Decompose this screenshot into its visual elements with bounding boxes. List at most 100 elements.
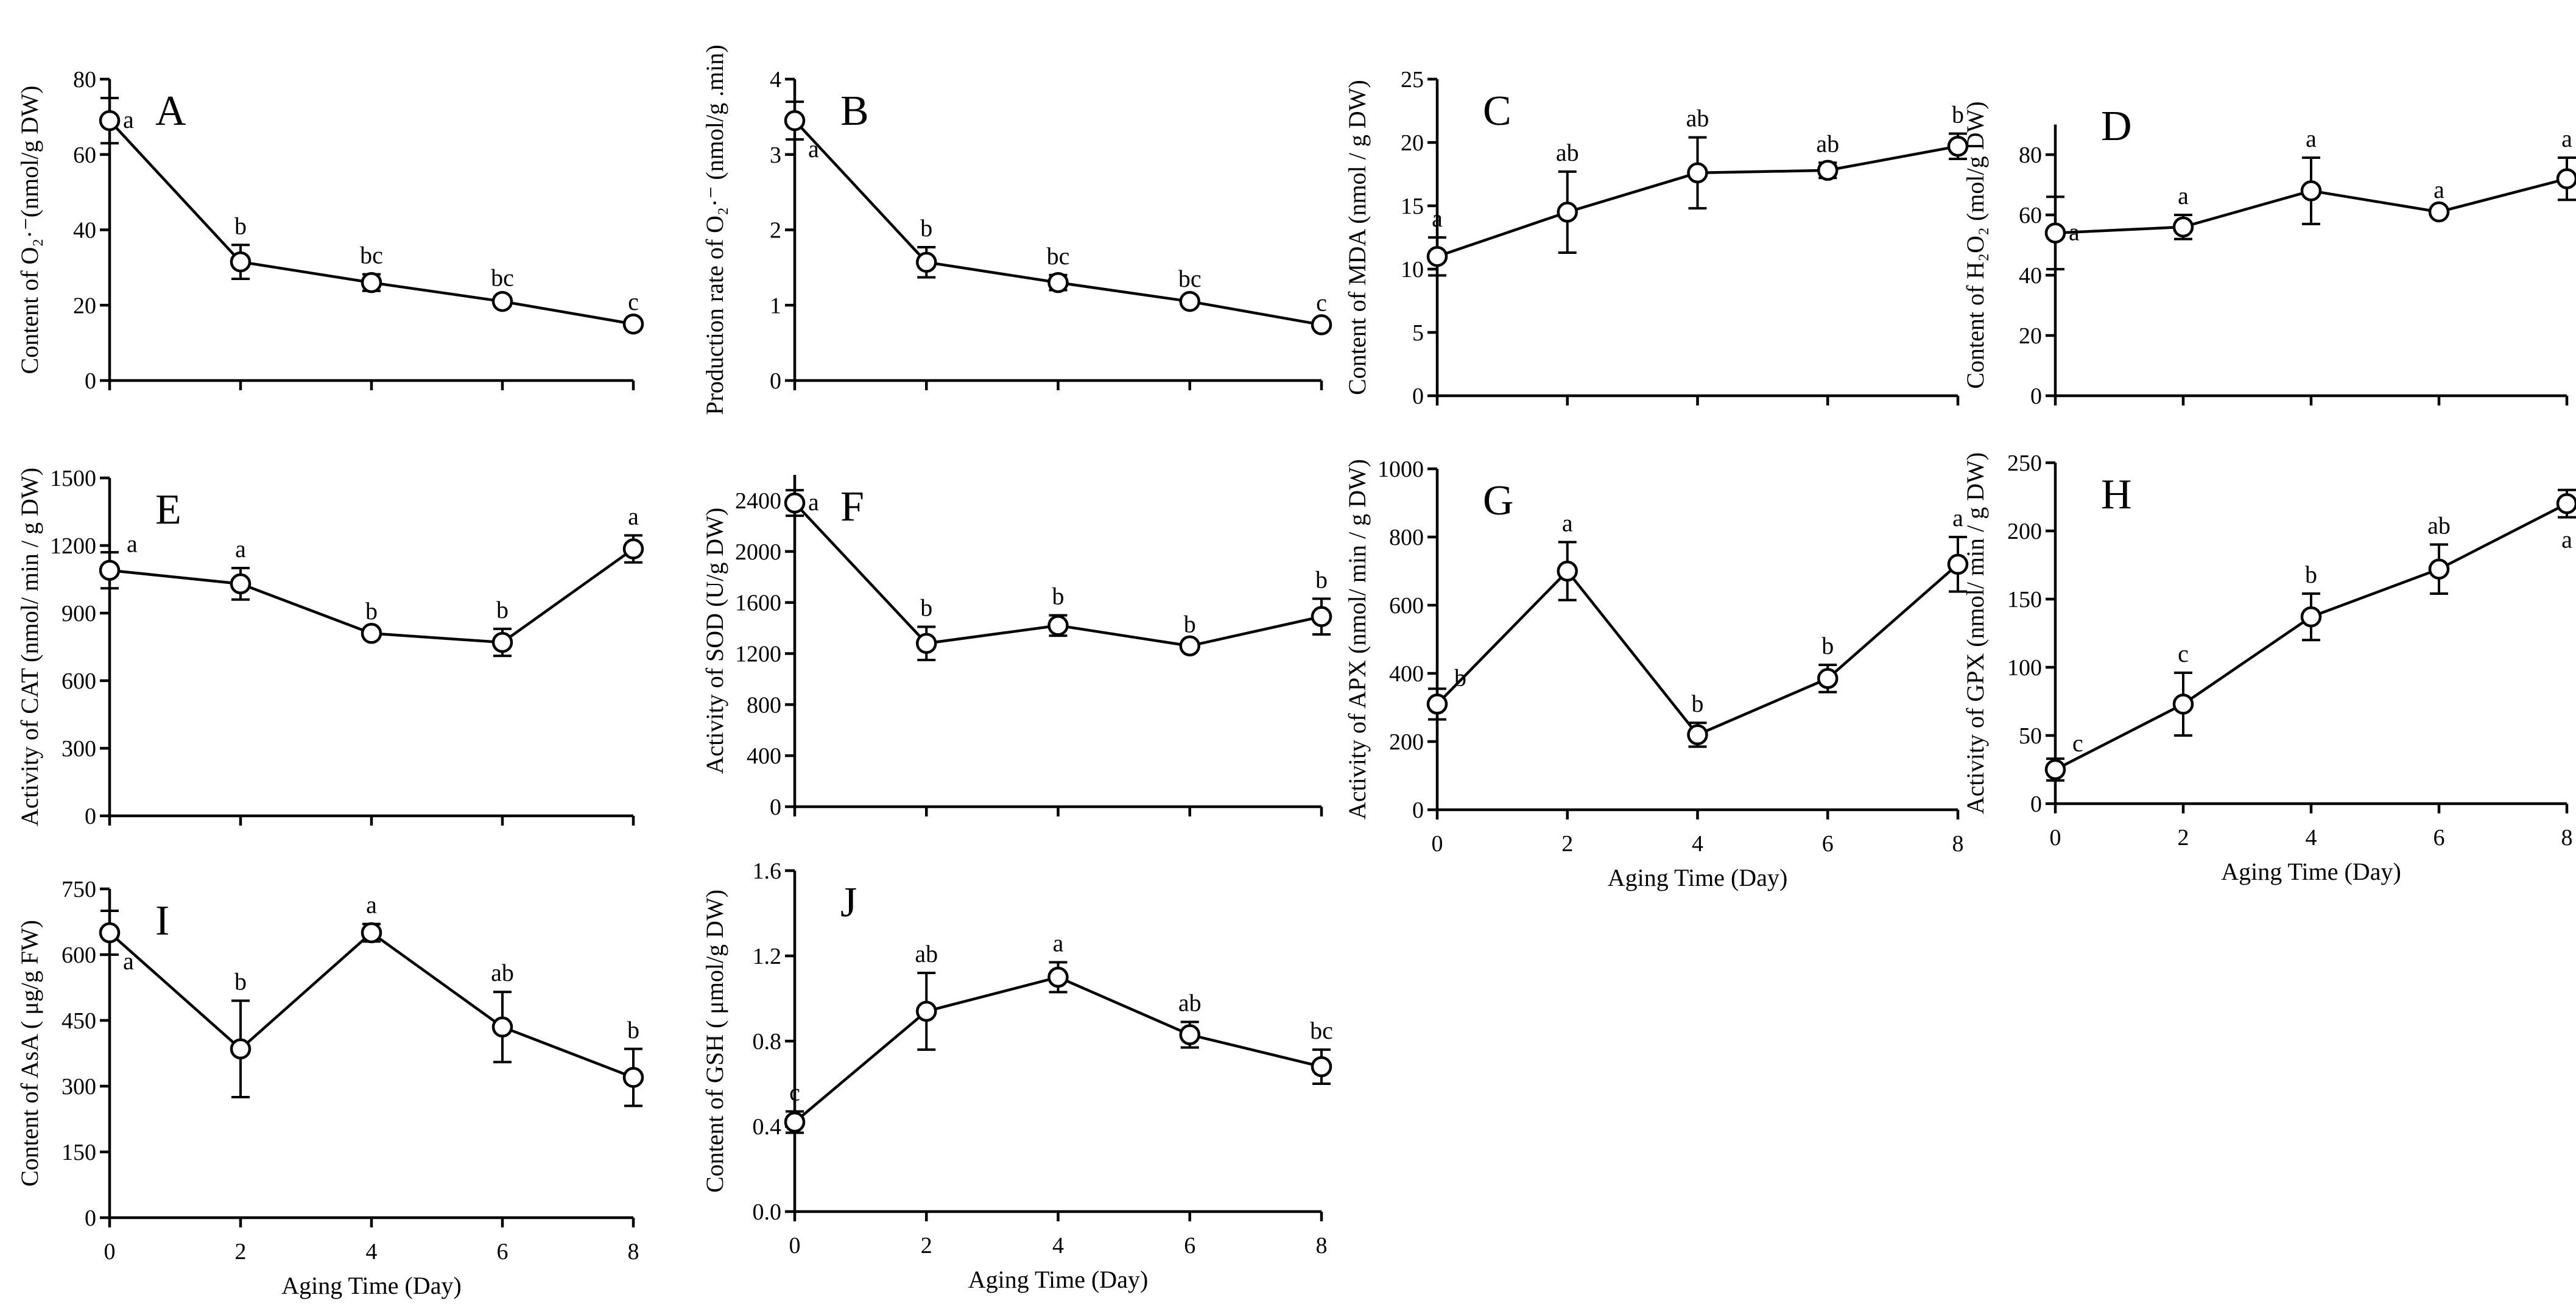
significance-letter: a: [1562, 509, 1573, 536]
significance-letter: b: [1821, 632, 1834, 659]
y-tick-label: 0: [770, 795, 781, 820]
significance-letter: b: [234, 212, 247, 239]
data-point: [99, 922, 121, 944]
y-tick-label: 100: [2007, 655, 2042, 681]
panel-label: G: [1483, 477, 1514, 524]
y-tick-label: 80: [2019, 142, 2042, 168]
y-axis-title: Content of O₂·⁻(nmol/g DW): [16, 86, 43, 374]
data-point: [1047, 615, 1069, 636]
x-tick-label: 0: [1432, 831, 1443, 857]
data-point: [784, 1111, 806, 1133]
data-point: [2556, 493, 2576, 514]
data-point: [1947, 135, 1969, 157]
data-point: [916, 251, 937, 273]
x-tick-label: 4: [366, 1239, 378, 1265]
chart-panel-f: 0 400 800 1200 1600 2000 2400 Activity of SOD (…: [701, 475, 1332, 820]
data-point: [491, 290, 513, 312]
significance-letter: ab: [1178, 989, 1202, 1017]
x-tick-label: 0: [104, 1239, 116, 1265]
x-tick-label: 6: [1822, 831, 1834, 857]
data-point: [361, 922, 382, 944]
x-tick-label: 2: [1561, 831, 1573, 857]
y-tick-label: 150: [62, 1140, 96, 1165]
significance-letter: b: [1052, 583, 1065, 610]
panel-label: I: [155, 897, 169, 944]
data-point: [1557, 560, 1578, 582]
series-line: [794, 119, 1322, 326]
x-tick-label: 4: [1692, 831, 1703, 857]
y-axis-title: Content of MDA (nmol / g DW): [1343, 80, 1371, 395]
y-tick-label: 20: [73, 293, 96, 318]
y-tick-label: 2000: [735, 539, 781, 565]
panel-label: H: [2101, 471, 2132, 518]
data-point: [1817, 668, 1839, 689]
y-tick-label: 4: [770, 67, 781, 93]
significance-letter: a: [808, 135, 819, 163]
chart-panel-c: 0 5 10 15 20 25 Content of MDA (nmol / g DW) Ca…: [1343, 67, 1969, 409]
significance-letter: a: [1432, 205, 1443, 232]
data-point: [916, 1000, 937, 1022]
data-point: [2044, 222, 2066, 244]
panel-label: E: [155, 486, 181, 533]
significance-letter: a: [1053, 930, 1064, 957]
series-line: [108, 119, 634, 326]
data-point: [1047, 272, 1069, 293]
significance-letter: ab: [915, 940, 938, 967]
data-point: [1311, 1056, 1332, 1078]
panel-label: C: [1483, 88, 1511, 135]
y-tick-label: 600: [1389, 593, 1424, 619]
y-tick-label: 5: [1412, 320, 1424, 346]
y-tick-label: 1200: [50, 533, 96, 559]
y-tick-label: 900: [62, 601, 96, 626]
y-axis-title: Content of H₂O₂ (mol/g DW): [1962, 101, 1989, 388]
significance-letter: b: [920, 214, 932, 242]
chart-panel-i: 0 150 300 450 600 750 0 2 4 6 8 Aging Time (Day) Con…: [16, 877, 644, 1299]
data-point: [1687, 162, 1708, 184]
chart-panel-h: 0 50 100 150 200 250 0 2 4 6 8 Aging Time (Day) Acti…: [1962, 451, 2576, 885]
data-point: [99, 560, 121, 581]
significance-letter: b: [1315, 566, 1328, 593]
y-tick-label: 10: [1401, 257, 1424, 283]
significance-letter: ab: [2427, 511, 2451, 539]
x-tick-label: 0: [2050, 825, 2061, 851]
y-tick-label: 300: [62, 1074, 96, 1100]
chart-panel-e: 0 300 600 900 1200 1500 Activity of CAT (nmol/…: [16, 466, 644, 829]
significance-letter: ab: [1556, 139, 1579, 166]
panel-label: J: [840, 879, 857, 926]
significance-letter: bc: [1178, 265, 1202, 292]
data-point: [1311, 606, 1332, 627]
y-tick-label: 150: [2007, 587, 2042, 612]
y-tick-label: 200: [1389, 729, 1424, 755]
x-axis-title: Aging Time (Day): [1608, 864, 1788, 891]
y-tick-label: 0: [2030, 791, 2042, 817]
chart-panel-d: 0 20 40 60 80 Content of H₂O₂ (mol/g DW) Da a a a…: [1962, 101, 2576, 409]
y-tick-label: 200: [2007, 519, 2042, 544]
data-point: [1426, 693, 1448, 715]
y-axis-title: Production rate of O₂·⁻ (nmol/g .min): [701, 44, 728, 415]
significance-letter: b: [365, 597, 378, 625]
significance-letter: a: [2561, 125, 2572, 152]
x-tick-label: 4: [1052, 1233, 1064, 1258]
y-tick-label: 0: [770, 368, 781, 394]
y-tick-label: 600: [62, 669, 96, 694]
significance-letter: b: [1454, 664, 1466, 691]
x-axis-title: Aging Time (Day): [281, 1272, 462, 1299]
y-tick-label: 1: [770, 293, 781, 318]
panel-label: B: [840, 88, 869, 135]
significance-letter: c: [2072, 729, 2083, 757]
y-tick-label: 0: [1412, 798, 1424, 823]
y-tick-label: 400: [747, 743, 781, 769]
significance-letter: b: [1692, 690, 1704, 717]
chart-panel-b: 0 1 2 3 4 Production rate of O₂·⁻ (nmol/g .mi…: [701, 44, 1332, 415]
x-tick-label: 0: [789, 1233, 801, 1258]
data-point: [2044, 759, 2066, 781]
x-tick-label: 2: [921, 1233, 932, 1258]
significance-letter: b: [1952, 100, 1964, 128]
significance-letter: ab: [491, 959, 514, 986]
y-tick-label: 450: [62, 1008, 96, 1034]
y-tick-label: 0: [1412, 384, 1424, 409]
y-tick-label: 0.4: [753, 1114, 782, 1140]
data-point: [2300, 606, 2322, 628]
significance-letter: a: [1952, 504, 1963, 532]
y-tick-label: 50: [2019, 723, 2042, 749]
